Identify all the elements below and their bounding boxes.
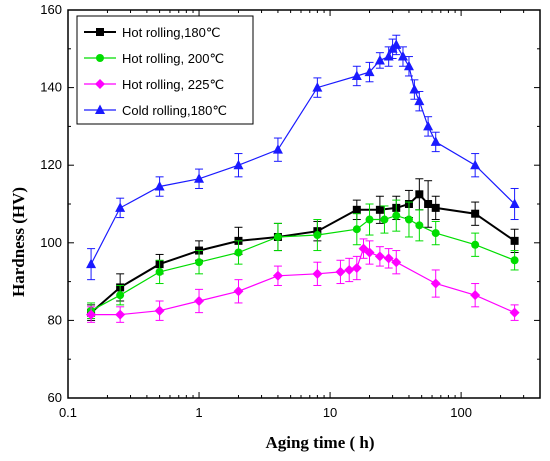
data-point-triangle — [383, 51, 394, 61]
data-point-triangle — [391, 39, 402, 49]
data-point-diamond — [312, 268, 323, 279]
data-point-circle — [96, 54, 104, 62]
y-tick-label: 100 — [40, 235, 62, 250]
series-line — [90, 192, 516, 314]
data-point-diamond — [509, 307, 520, 318]
data-point-square — [471, 209, 480, 218]
data-point-circle — [234, 248, 243, 257]
series-2 — [87, 199, 519, 319]
data-point-diamond — [95, 79, 105, 89]
data-point-circle — [404, 215, 413, 224]
data-point-circle — [273, 232, 282, 241]
x-tick-label: 100 — [450, 405, 472, 420]
data-point-circle — [380, 215, 389, 224]
data-point-circle — [471, 240, 480, 249]
y-tick-label: 80 — [48, 312, 62, 327]
y-tick-label: 120 — [40, 157, 62, 172]
data-point-diamond — [470, 290, 481, 301]
data-point-triangle — [154, 181, 165, 191]
data-point-triangle — [95, 104, 105, 114]
data-point-circle — [155, 267, 164, 276]
data-point-diamond — [86, 309, 97, 320]
legend-label: Hot rolling, 200℃ — [122, 51, 224, 66]
x-axis: 0.1 1 10 100 — [59, 10, 541, 420]
x-tick-label: 0.1 — [59, 405, 77, 420]
data-point-triangle — [272, 144, 283, 154]
data-point-triangle — [194, 173, 205, 183]
data-point-diamond — [351, 263, 362, 274]
data-point-diamond — [430, 278, 441, 289]
data-point-square — [415, 190, 424, 199]
legend-label: Hot rolling, 225℃ — [122, 77, 224, 92]
data-point-triangle — [430, 136, 441, 146]
y-tick-label: 140 — [40, 80, 62, 95]
data-point-circle — [510, 256, 519, 265]
y-axis: 60 80 100 120 140 160 — [40, 2, 540, 405]
data-point-circle — [415, 221, 424, 230]
y-axis-title: Hardness (HV) — [9, 187, 28, 297]
y-tick-label: 160 — [40, 2, 62, 17]
data-point-triangle — [312, 82, 323, 92]
data-point-square — [510, 236, 519, 245]
data-point-triangle — [86, 258, 97, 269]
series-3 — [86, 238, 520, 323]
data-point-triangle — [509, 198, 520, 208]
data-point-triangle — [414, 95, 425, 106]
series-4 — [86, 34, 520, 281]
data-point-triangle — [397, 51, 408, 61]
x-axis-title: Aging time ( h) — [265, 433, 374, 452]
data-point-square — [424, 200, 433, 208]
data-point-triangle — [403, 60, 414, 71]
data-point-triangle — [115, 202, 126, 212]
series-line — [90, 214, 515, 312]
data-point-square — [96, 28, 104, 36]
data-point-diamond — [364, 247, 375, 258]
x-tick-label: 1 — [195, 405, 202, 420]
data-point-circle — [195, 258, 204, 267]
data-point-triangle — [423, 120, 434, 131]
series-layer — [86, 34, 520, 323]
data-point-square — [431, 203, 440, 212]
data-point-diamond — [233, 286, 244, 297]
data-point-triangle — [470, 159, 481, 170]
data-point-diamond — [374, 251, 385, 262]
data-point-diamond — [335, 266, 346, 277]
data-point-circle — [431, 229, 440, 238]
data-point-circle — [365, 215, 374, 224]
series-1 — [87, 178, 519, 321]
data-point-diamond — [383, 253, 394, 264]
data-point-circle — [352, 225, 361, 234]
data-point-diamond — [272, 270, 283, 281]
data-point-circle — [116, 291, 125, 300]
legend-label: Cold rolling,180℃ — [122, 103, 227, 118]
data-point-diamond — [154, 305, 165, 316]
data-point-diamond — [391, 257, 402, 268]
data-point-triangle — [364, 66, 375, 77]
data-point-triangle — [409, 84, 420, 94]
legend: Hot rolling,180℃ Hot rolling, 200℃ Hot rol… — [76, 15, 254, 125]
y-tick-label: 60 — [48, 390, 62, 405]
data-point-triangle — [351, 70, 362, 80]
series-line — [91, 247, 515, 316]
data-point-diamond — [115, 309, 126, 320]
data-point-diamond — [194, 296, 205, 306]
data-point-circle — [392, 211, 401, 220]
data-point-triangle — [233, 159, 244, 170]
data-point-square — [375, 205, 384, 214]
legend-label: Hot rolling,180℃ — [122, 25, 220, 40]
legend-box — [76, 15, 254, 125]
data-point-diamond — [344, 264, 355, 275]
data-point-circle — [313, 231, 322, 240]
data-point-square — [352, 205, 361, 214]
data-point-triangle — [374, 54, 385, 65]
x-tick-label: 10 — [323, 405, 337, 420]
